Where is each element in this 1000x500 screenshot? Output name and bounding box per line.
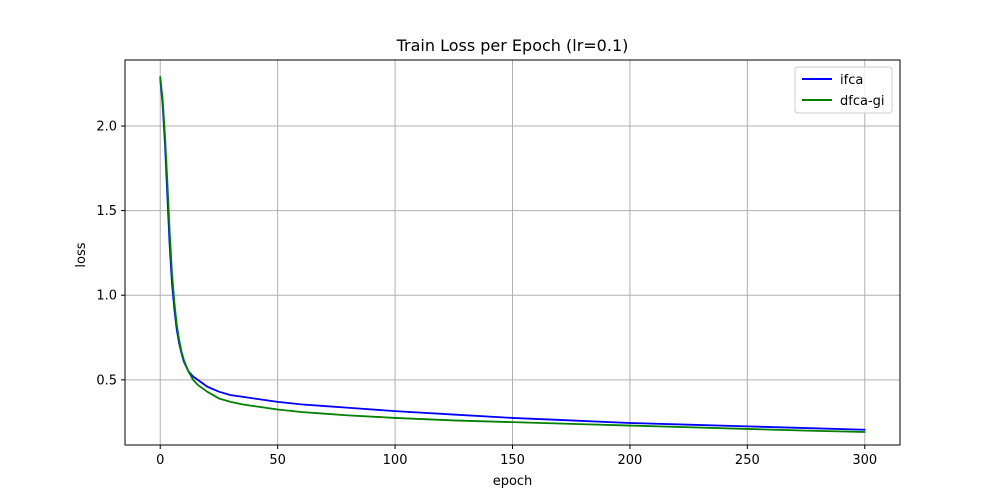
x-tick-label: 300 — [852, 453, 877, 468]
legend-label-dfca-gi: dfca-gi — [840, 94, 885, 109]
x-axis-label: epoch — [493, 474, 533, 489]
x-tick-label: 0 — [156, 453, 164, 468]
x-tick-label: 50 — [269, 453, 286, 468]
x-tick-label: 250 — [735, 453, 760, 468]
y-tick-label: 1.5 — [96, 204, 117, 219]
x-axis-ticks: 0 50 100 150 200 250 300 — [156, 445, 877, 468]
grid — [125, 60, 900, 445]
y-axis-label: loss — [74, 242, 89, 267]
x-tick-label: 150 — [500, 453, 525, 468]
series-lines — [159, 76, 866, 433]
x-tick-label: 100 — [383, 453, 408, 468]
legend: ifca dfca-gi — [794, 66, 893, 114]
x-tick-label: 200 — [618, 453, 643, 468]
y-tick-label: 0.5 — [96, 373, 117, 388]
y-tick-label: 1.0 — [96, 289, 117, 304]
y-tick-label: 2.0 — [96, 120, 117, 135]
chart-title: Train Loss per Epoch (lr=0.1) — [396, 36, 629, 55]
legend-label-ifca: ifca — [840, 73, 863, 88]
y-axis-ticks: 0.5 1.0 1.5 2.0 — [96, 120, 125, 388]
series-line-dfca-gi — [159, 76, 866, 433]
